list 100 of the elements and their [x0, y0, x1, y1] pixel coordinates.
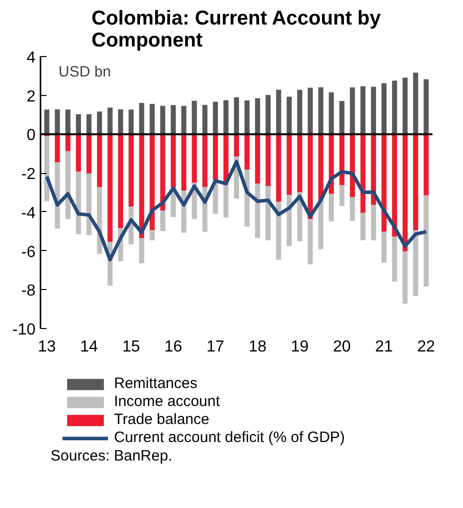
bar: [150, 230, 155, 240]
bar: [318, 200, 324, 250]
bar: [139, 134, 144, 238]
bar: [350, 87, 355, 134]
bar: [108, 134, 113, 242]
bar: [128, 134, 134, 206]
bar: [382, 134, 387, 232]
bar: [96, 134, 102, 188]
bar: [139, 238, 144, 264]
bar: [76, 134, 81, 172]
bar: [382, 83, 387, 134]
bar: [150, 104, 155, 134]
bar: [223, 100, 228, 134]
bar: [413, 230, 418, 296]
bar: [297, 134, 302, 192]
bar: [160, 106, 166, 134]
bar: [160, 134, 166, 211]
bar: [424, 134, 429, 196]
bar: [65, 134, 70, 152]
bar: [328, 194, 334, 222]
bar: [276, 202, 282, 260]
y-tick-label: 4: [26, 50, 36, 66]
bar: [139, 102, 144, 134]
bar: [402, 251, 408, 304]
bar: [286, 134, 292, 195]
line-series: [45, 160, 428, 262]
x-tick-label: 17: [206, 338, 224, 356]
bar: [360, 134, 366, 213]
bar: [212, 134, 218, 180]
y-tick-label: -6: [21, 244, 36, 261]
bar: [192, 134, 197, 183]
bar: [181, 106, 186, 134]
bar: [318, 87, 324, 134]
y-axis-title: USD bn: [58, 64, 112, 80]
legend-label: Current account deficit (% of GDP): [114, 429, 345, 446]
bar: [350, 197, 355, 221]
bar: [223, 134, 228, 183]
bar: [76, 172, 81, 234]
bar: [223, 182, 228, 218]
bar: [181, 134, 186, 191]
bar: [328, 92, 334, 134]
bar: [44, 110, 50, 134]
x-tick-label: 18: [248, 338, 267, 356]
bar: [413, 134, 418, 230]
bar: [255, 184, 260, 238]
bar: [86, 173, 92, 236]
bar: [65, 110, 70, 134]
y-tick-label: -2: [21, 166, 36, 184]
bar: [170, 105, 176, 134]
bar: [255, 134, 260, 184]
bar: [392, 134, 398, 237]
legend-label: Income account: [114, 393, 220, 410]
bar: [266, 134, 271, 186]
x-tick-label: 22: [417, 338, 436, 356]
y-tick-label: 0: [26, 127, 36, 144]
bar: [54, 109, 60, 134]
x-tick-label: 13: [38, 338, 56, 356]
bar: [128, 110, 134, 134]
bar: [318, 134, 324, 200]
x-tick-label: 15: [122, 338, 140, 356]
bar: [370, 134, 376, 205]
bar: [244, 100, 250, 134]
bar: [308, 219, 313, 264]
bar: [266, 94, 271, 134]
x-tick-label: 20: [332, 338, 351, 356]
bar: [234, 134, 240, 157]
bar: [212, 102, 218, 134]
bar: [370, 86, 376, 134]
bar: [118, 109, 124, 134]
bar: [160, 210, 166, 232]
legend-label: Remittances: [114, 375, 198, 392]
bar: [370, 204, 376, 240]
bar: [392, 80, 398, 134]
bar: [402, 78, 408, 134]
bar: [255, 98, 260, 134]
y-tick-label: -4: [21, 204, 36, 222]
bar: [170, 134, 176, 188]
bar: [108, 108, 113, 134]
bar: [65, 151, 70, 220]
bar: [424, 79, 429, 134]
bar: [54, 134, 60, 162]
bar: [86, 114, 92, 134]
x-tick-label: 19: [290, 338, 309, 356]
bar: [360, 86, 366, 134]
bar: [308, 134, 313, 220]
bar: [308, 88, 313, 134]
bar: [244, 134, 250, 170]
y-tick-label: -8: [21, 282, 36, 300]
bar: [286, 96, 292, 134]
chart-title: Colombia: Current Account by Component: [91, 8, 382, 52]
bar: [339, 185, 344, 206]
bar: [360, 212, 366, 240]
y-tick-label: 2: [26, 88, 36, 106]
bar: [413, 72, 418, 134]
bar: [382, 232, 387, 263]
legend-label: Trade balance: [114, 411, 210, 428]
bar: [424, 195, 429, 287]
x-tick-label: 14: [80, 338, 98, 356]
bar: [76, 114, 81, 134]
bar: [297, 90, 302, 134]
